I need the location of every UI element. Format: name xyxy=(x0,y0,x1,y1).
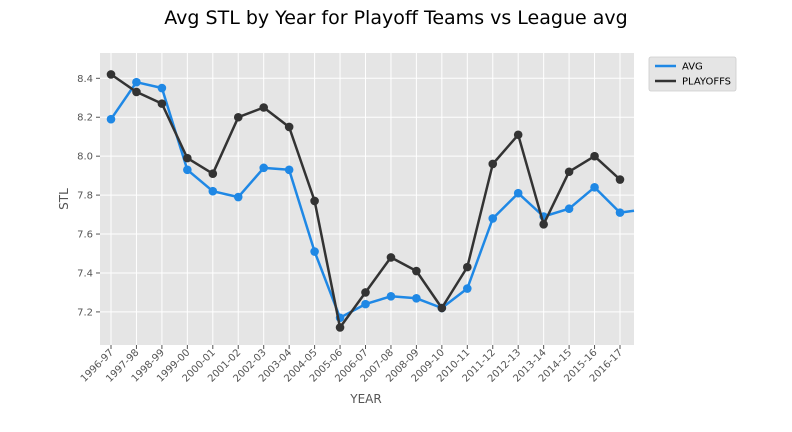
data-point-avg xyxy=(106,114,116,124)
data-point-playoffs xyxy=(615,175,625,184)
data-point-playoffs xyxy=(564,167,574,177)
data-point-playoffs xyxy=(488,159,498,169)
data-point-playoffs xyxy=(539,220,548,229)
series-layer xyxy=(106,70,635,332)
data-point-avg xyxy=(386,292,396,301)
data-point-avg xyxy=(259,163,269,173)
data-point-avg xyxy=(590,183,599,192)
data-point-playoffs xyxy=(284,122,294,132)
data-point-playoffs xyxy=(208,169,218,178)
y-tick-label: 7.6 xyxy=(77,230,93,241)
chart-title: Avg STL by Year for Playoff Teams vs Lea… xyxy=(164,7,627,29)
data-point-avg xyxy=(615,208,625,217)
series-line-avg xyxy=(109,80,635,319)
y-tick-label: 8.0 xyxy=(77,152,93,163)
y-axis-ticks: 7.2 7.4 7.6 7.8 8.0 8.2 8.4 xyxy=(77,74,100,318)
data-point-avg xyxy=(310,247,319,256)
data-point-playoffs xyxy=(233,112,243,122)
legend: AVG PLAYOFFS xyxy=(648,56,737,92)
data-point-avg xyxy=(361,299,370,309)
data-point-avg xyxy=(132,77,141,87)
data-point-avg xyxy=(157,83,167,93)
data-point-avg xyxy=(233,192,243,202)
legend-label-avg: AVG xyxy=(682,62,703,73)
y-tick-label: 8.4 xyxy=(77,74,93,85)
legend-label-playoffs: PLAYOFFS xyxy=(682,77,731,88)
data-point-playoffs xyxy=(335,323,345,332)
data-point-playoffs xyxy=(183,153,192,163)
data-point-avg xyxy=(488,214,498,223)
data-point-avg xyxy=(513,188,523,198)
y-tick-label: 7.4 xyxy=(77,268,93,279)
y-tick-label: 7.8 xyxy=(77,191,93,202)
data-point-playoffs xyxy=(513,130,523,140)
data-point-playoffs xyxy=(259,103,269,112)
x-axis-ticks: 1996-971997-981998-991999-002000-012001-… xyxy=(79,345,625,385)
data-point-playoffs xyxy=(386,253,396,262)
data-point-playoffs xyxy=(463,262,472,272)
y-tick-label: 8.2 xyxy=(77,113,93,124)
y-tick-label: 7.2 xyxy=(77,307,93,318)
data-point-playoffs xyxy=(132,87,141,97)
data-point-playoffs xyxy=(157,99,167,108)
x-axis-label: YEAR xyxy=(349,392,381,406)
data-point-avg xyxy=(284,165,294,175)
data-point-avg xyxy=(564,204,574,214)
data-point-playoffs xyxy=(361,288,370,297)
data-point-playoffs xyxy=(412,266,421,276)
data-point-avg xyxy=(412,293,421,303)
data-point-avg xyxy=(183,165,192,175)
data-point-playoffs xyxy=(106,70,116,79)
data-point-playoffs xyxy=(310,196,319,206)
data-point-playoffs xyxy=(590,151,599,161)
data-point-avg xyxy=(208,186,218,196)
data-point-avg xyxy=(463,284,472,293)
data-point-playoffs xyxy=(437,303,447,313)
y-axis-label: STL xyxy=(57,188,71,210)
